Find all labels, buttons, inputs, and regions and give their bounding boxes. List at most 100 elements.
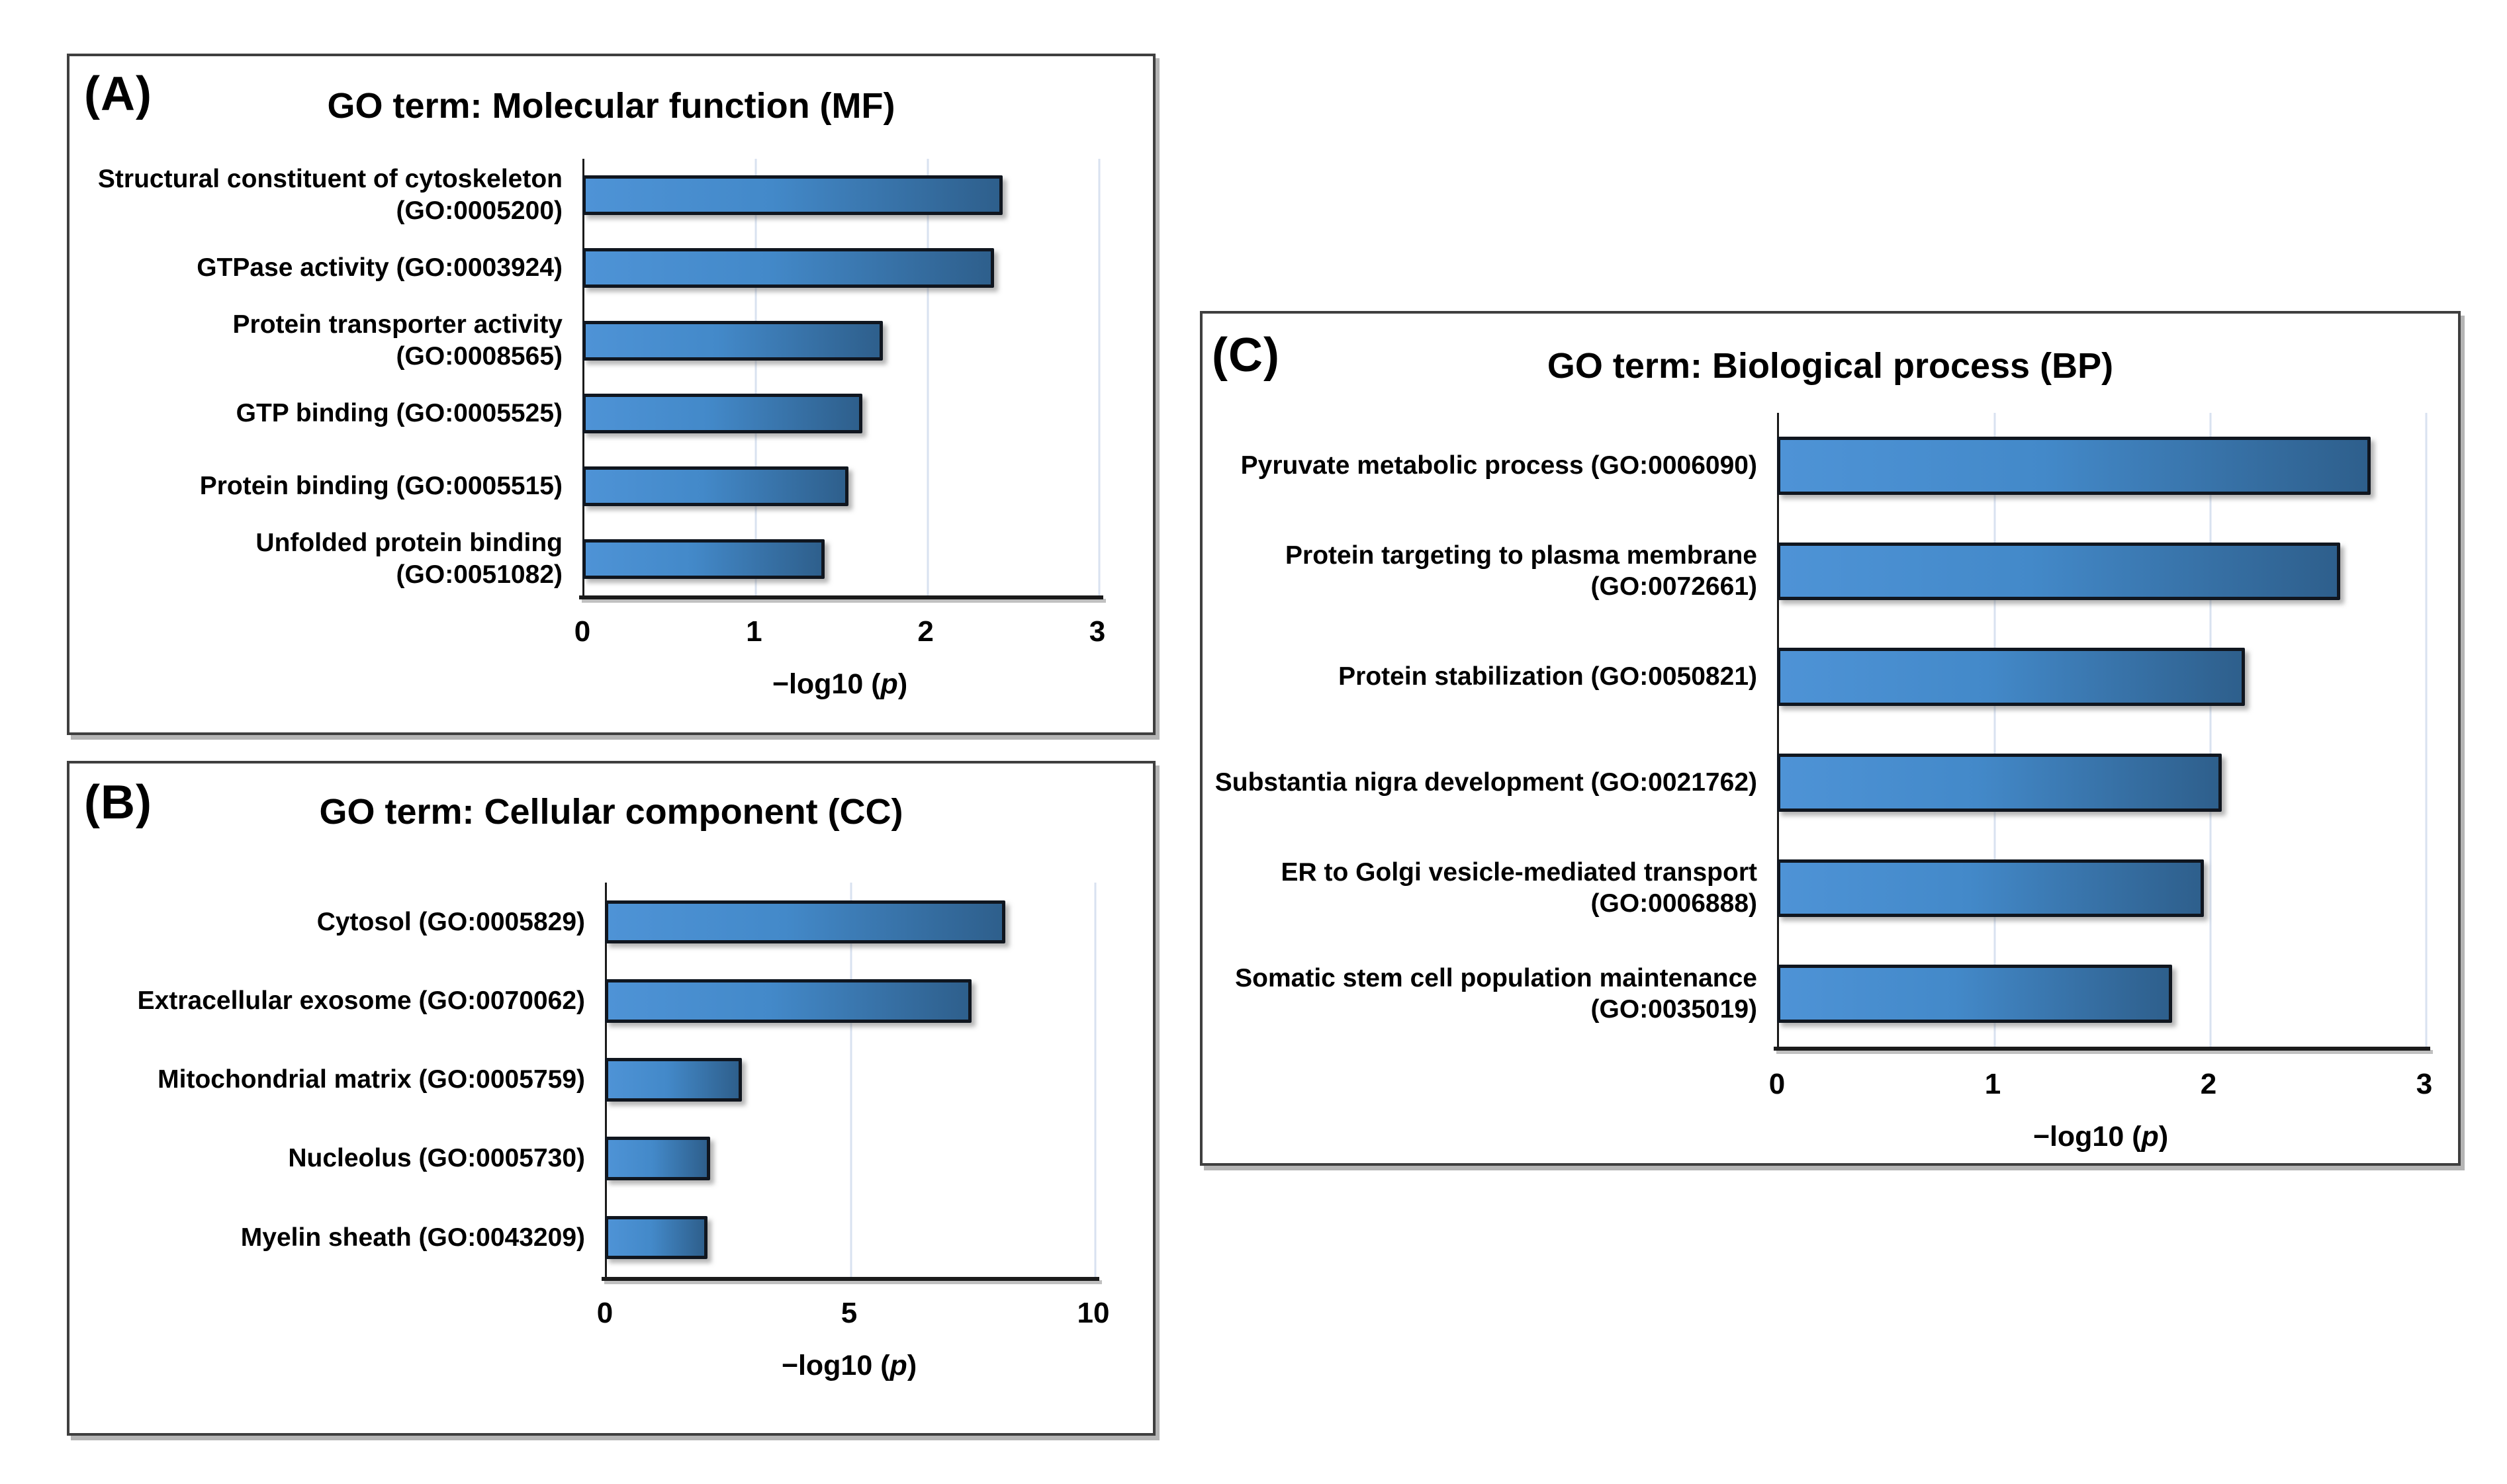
bar-track <box>1777 519 2424 625</box>
category-label: Nucleolus (GO:0005730) <box>83 1143 605 1174</box>
axis-label-suffix: ) <box>2158 1121 2169 1153</box>
bar-row: GTPase activity (GO:0003924) <box>83 232 1097 304</box>
bar <box>582 466 848 507</box>
panel-letter-b: (B) <box>84 776 152 829</box>
bar-row: Protein binding (GO:0005515) <box>83 450 1097 523</box>
gridline <box>2209 413 2212 1047</box>
category-label: ER to Golgi vesicle-mediated transport (G… <box>1213 857 1777 920</box>
bar <box>605 1137 710 1180</box>
x-tick-label: 0 <box>574 615 591 648</box>
axis-label-prefix: −log10 ( <box>781 1350 890 1381</box>
bar-track <box>605 1040 1093 1119</box>
bar <box>582 247 995 288</box>
gridline <box>850 883 852 1277</box>
axis-label-suffix: ) <box>907 1350 917 1381</box>
axis-label-p: p <box>889 1350 907 1381</box>
bar-row: Substantia nigra development (GO:0021762… <box>1213 730 2424 836</box>
category-label: Somatic stem cell population maintenance… <box>1213 963 1777 1026</box>
bar-rows-mf: Structural constituent of cytoskeleton (G… <box>83 159 1097 595</box>
category-label: Myelin sheath (GO:0043209) <box>83 1222 605 1254</box>
x-tick-label: 3 <box>2416 1068 2433 1100</box>
plot-area-mf <box>582 159 1101 595</box>
bar <box>1777 753 2222 812</box>
x-tick-label: 1 <box>746 615 762 648</box>
panel-cellular-component: (B) GO term: Cellular component (CC) Cyt… <box>67 761 1156 1436</box>
gridline <box>1098 159 1101 595</box>
bar-row: Myelin sheath (GO:0043209) <box>83 1198 1093 1277</box>
axis-label-prefix: −log10 ( <box>2032 1121 2142 1153</box>
chart-title-bp: GO term: Biological process (BP) <box>1547 346 2114 386</box>
chart-title-mf: GO term: Molecular function (MF) <box>327 86 895 126</box>
category-label-line: ER to Golgi vesicle-mediated transport <box>1281 857 1757 887</box>
category-label-line: Cytosol (GO:0005829) <box>316 907 585 936</box>
x-tick-label: 1 <box>1984 1068 2001 1100</box>
x-axis-title-bp: −log10 (p) <box>1935 1121 2266 1153</box>
category-label: Protein targeting to plasma membrane (GO:… <box>1213 540 1777 603</box>
bar <box>605 979 972 1023</box>
bar-row: Structural constituent of cytoskeleton (G… <box>83 159 1097 232</box>
category-label: Protein transporter activity (GO:0008565) <box>83 309 582 372</box>
bar-track <box>1777 730 2424 836</box>
category-label-line: GTPase activity (GO:0003924) <box>197 253 563 283</box>
category-label-line: GTP binding (GO:0005525) <box>236 399 563 428</box>
bar <box>605 900 1006 944</box>
bar-row: Protein stabilization (GO:0050821) <box>1213 624 2424 730</box>
bar-row: Mitochondrial matrix (GO:0005759) <box>83 1040 1093 1119</box>
x-axis-ticks-bp: 0 1 2 3 <box>1769 1068 2432 1108</box>
bar-track <box>582 450 1097 523</box>
category-label-line: Mitochondrial matrix (GO:0005759) <box>158 1065 585 1094</box>
category-label-line: Structural constituent of cytoskeleton <box>97 165 563 194</box>
bar-rows-cc: Cytosol (GO:0005829) Extracellular exosom… <box>83 883 1093 1277</box>
x-tick-label: 5 <box>841 1297 858 1329</box>
bar-track <box>582 159 1097 232</box>
bar <box>1777 859 2205 918</box>
bar-track <box>605 961 1093 1040</box>
bar-track <box>605 1198 1093 1277</box>
bar-track <box>605 1119 1093 1198</box>
gridline <box>927 159 929 595</box>
x-tick-label: 3 <box>1089 615 1106 648</box>
bar-track <box>582 523 1097 595</box>
bar <box>1777 436 2371 495</box>
bar-row: Protein targeting to plasma membrane (GO:… <box>1213 519 2424 625</box>
category-label: Structural constituent of cytoskeleton (G… <box>83 163 582 226</box>
category-label: Unfolded protein binding (GO:0051082) <box>83 527 582 590</box>
category-label: Mitochondrial matrix (GO:0005759) <box>83 1064 605 1096</box>
bar <box>582 393 862 434</box>
x-tick-label: 0 <box>1768 1068 1786 1100</box>
chart-title-cc: GO term: Cellular component (CC) <box>319 792 903 832</box>
x-axis-title-cc: −log10 (p) <box>684 1350 1015 1382</box>
bar-rows-bp: Pyruvate metabolic process (GO:0006090) P… <box>1213 413 2424 1047</box>
bar <box>582 539 825 580</box>
bar <box>605 1058 742 1102</box>
panel-biological-process: (C) GO term: Biological process (BP) Pyr… <box>1200 311 2461 1166</box>
gridline <box>754 159 757 595</box>
gridline <box>1993 413 1996 1047</box>
category-label-line: (GO:0051082) <box>396 560 563 589</box>
bar <box>1777 542 2340 601</box>
category-label-line: Protein transporter activity <box>232 310 563 339</box>
gridline <box>2425 413 2428 1047</box>
category-label-line: (GO:0005200) <box>396 196 563 225</box>
bar-row: GTP binding (GO:0005525) <box>83 377 1097 450</box>
bar-track <box>1777 624 2424 730</box>
bar <box>582 175 1003 216</box>
axis-label-p: p <box>2141 1121 2159 1153</box>
bar <box>605 1215 707 1260</box>
category-label-line: Unfolded protein binding <box>255 529 563 558</box>
category-label-line: Protein binding (GO:0005515) <box>199 472 563 501</box>
bar-track <box>582 232 1097 304</box>
category-label-line: Nucleolus (GO:0005730) <box>288 1144 585 1173</box>
bar-track <box>582 377 1097 450</box>
category-label-line: Substantia nigra development (GO:0021762… <box>1214 768 1757 797</box>
category-label-line: (GO:0072661) <box>1590 572 1757 601</box>
axis-label-prefix: −log10 ( <box>772 668 881 700</box>
category-label: Extracellular exosome (GO:0070062) <box>83 985 605 1017</box>
bar-track <box>605 883 1093 961</box>
bar-row: Cytosol (GO:0005829) <box>83 883 1093 961</box>
category-label-line: (GO:0006888) <box>1590 889 1757 918</box>
bar-track <box>582 304 1097 377</box>
bar-row: Unfolded protein binding (GO:0051082) <box>83 523 1097 595</box>
category-label-line: Extracellular exosome (GO:0070062) <box>137 986 585 1015</box>
